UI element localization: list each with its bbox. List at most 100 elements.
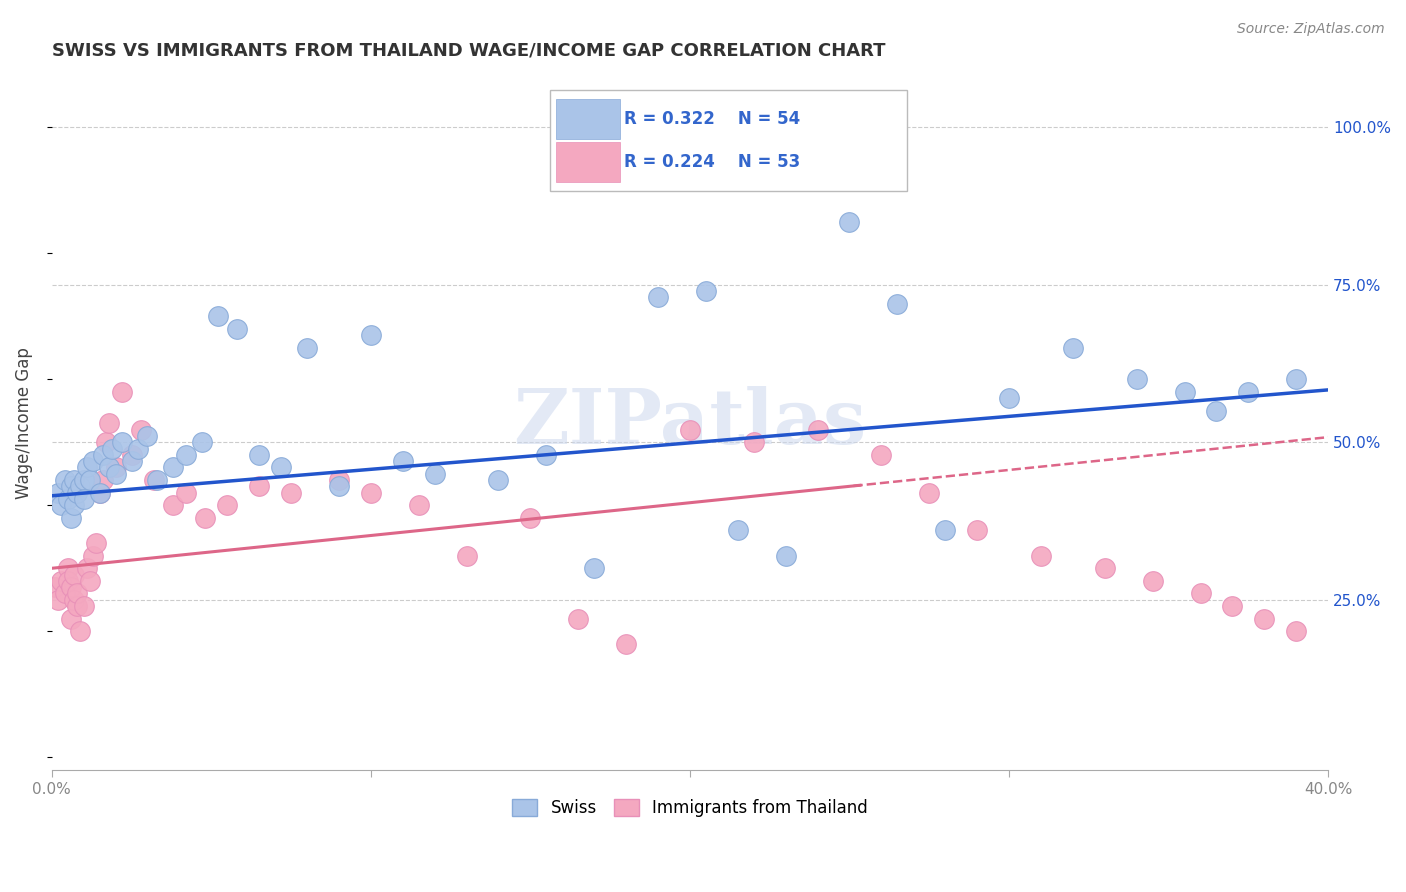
Point bbox=[111, 384, 134, 399]
Text: SWISS VS IMMIGRANTS FROM THAILAND WAGE/INCOME GAP CORRELATION CHART: SWISS VS IMMIGRANTS FROM THAILAND WAGE/I… bbox=[52, 42, 886, 60]
Point bbox=[838, 214, 860, 228]
Point bbox=[101, 442, 124, 456]
Point bbox=[519, 511, 541, 525]
Point bbox=[328, 473, 350, 487]
Y-axis label: Wage/Income Gap: Wage/Income Gap bbox=[15, 347, 32, 500]
Point bbox=[567, 612, 589, 626]
Point bbox=[247, 448, 270, 462]
Point bbox=[73, 491, 96, 506]
Point bbox=[59, 479, 82, 493]
Point bbox=[69, 479, 91, 493]
Point bbox=[136, 429, 159, 443]
Point bbox=[695, 284, 717, 298]
Point bbox=[63, 473, 86, 487]
Point bbox=[174, 448, 197, 462]
FancyBboxPatch shape bbox=[555, 142, 620, 182]
Point bbox=[1142, 574, 1164, 588]
Text: Source: ZipAtlas.com: Source: ZipAtlas.com bbox=[1237, 22, 1385, 37]
Text: R = 0.322    N = 54: R = 0.322 N = 54 bbox=[624, 110, 800, 128]
Point bbox=[270, 460, 292, 475]
FancyBboxPatch shape bbox=[550, 90, 907, 191]
Point bbox=[225, 322, 247, 336]
Point bbox=[162, 460, 184, 475]
Point bbox=[98, 417, 121, 431]
Text: R = 0.224    N = 53: R = 0.224 N = 53 bbox=[624, 153, 800, 171]
Point bbox=[1205, 403, 1227, 417]
Point bbox=[142, 473, 165, 487]
Point bbox=[806, 423, 828, 437]
Point bbox=[111, 435, 134, 450]
Point bbox=[121, 448, 143, 462]
Point bbox=[918, 485, 941, 500]
Point bbox=[1029, 549, 1052, 563]
Point bbox=[886, 296, 908, 310]
Point bbox=[488, 473, 510, 487]
Point bbox=[775, 549, 797, 563]
Point bbox=[56, 561, 79, 575]
Point bbox=[1189, 586, 1212, 600]
Point bbox=[1125, 372, 1147, 386]
Point bbox=[360, 485, 382, 500]
Point bbox=[51, 498, 73, 512]
Point bbox=[536, 448, 558, 462]
Point bbox=[727, 524, 749, 538]
Point bbox=[456, 549, 478, 563]
Point bbox=[59, 580, 82, 594]
Point bbox=[76, 460, 98, 475]
Point bbox=[53, 473, 76, 487]
Point bbox=[63, 567, 86, 582]
Point bbox=[127, 442, 149, 456]
FancyBboxPatch shape bbox=[555, 99, 620, 139]
Point bbox=[1285, 624, 1308, 639]
Point bbox=[121, 454, 143, 468]
Point bbox=[998, 391, 1021, 405]
Point bbox=[614, 637, 637, 651]
Point bbox=[328, 479, 350, 493]
Point bbox=[66, 599, 89, 613]
Point bbox=[82, 454, 104, 468]
Point bbox=[391, 454, 413, 468]
Point bbox=[66, 485, 89, 500]
Legend: Swiss, Immigrants from Thailand: Swiss, Immigrants from Thailand bbox=[506, 793, 875, 824]
Point bbox=[129, 423, 152, 437]
Point bbox=[217, 498, 239, 512]
Point bbox=[1253, 612, 1275, 626]
Point bbox=[73, 599, 96, 613]
Point bbox=[679, 423, 702, 437]
Text: ZIPatlas: ZIPatlas bbox=[513, 386, 866, 460]
Point bbox=[1237, 384, 1260, 399]
Point bbox=[583, 561, 606, 575]
Point bbox=[63, 592, 86, 607]
Point bbox=[966, 524, 988, 538]
Point bbox=[360, 328, 382, 343]
Point bbox=[247, 479, 270, 493]
Point bbox=[408, 498, 430, 512]
Point bbox=[73, 473, 96, 487]
Point bbox=[56, 574, 79, 588]
Point bbox=[56, 491, 79, 506]
Point bbox=[1062, 341, 1084, 355]
Point bbox=[98, 460, 121, 475]
Point bbox=[295, 341, 318, 355]
Point bbox=[174, 485, 197, 500]
Point bbox=[91, 448, 114, 462]
Point bbox=[104, 467, 127, 481]
Point bbox=[89, 485, 111, 500]
Point bbox=[91, 473, 114, 487]
Point bbox=[194, 511, 217, 525]
Point bbox=[280, 485, 302, 500]
Point bbox=[44, 580, 66, 594]
Point bbox=[46, 485, 69, 500]
Point bbox=[79, 574, 101, 588]
Point bbox=[53, 586, 76, 600]
Point bbox=[1094, 561, 1116, 575]
Point bbox=[104, 460, 127, 475]
Point bbox=[51, 574, 73, 588]
Point bbox=[870, 448, 893, 462]
Point bbox=[86, 536, 108, 550]
Point bbox=[207, 309, 229, 323]
Point bbox=[59, 511, 82, 525]
Point bbox=[190, 435, 212, 450]
Point bbox=[66, 586, 89, 600]
Point bbox=[742, 435, 765, 450]
